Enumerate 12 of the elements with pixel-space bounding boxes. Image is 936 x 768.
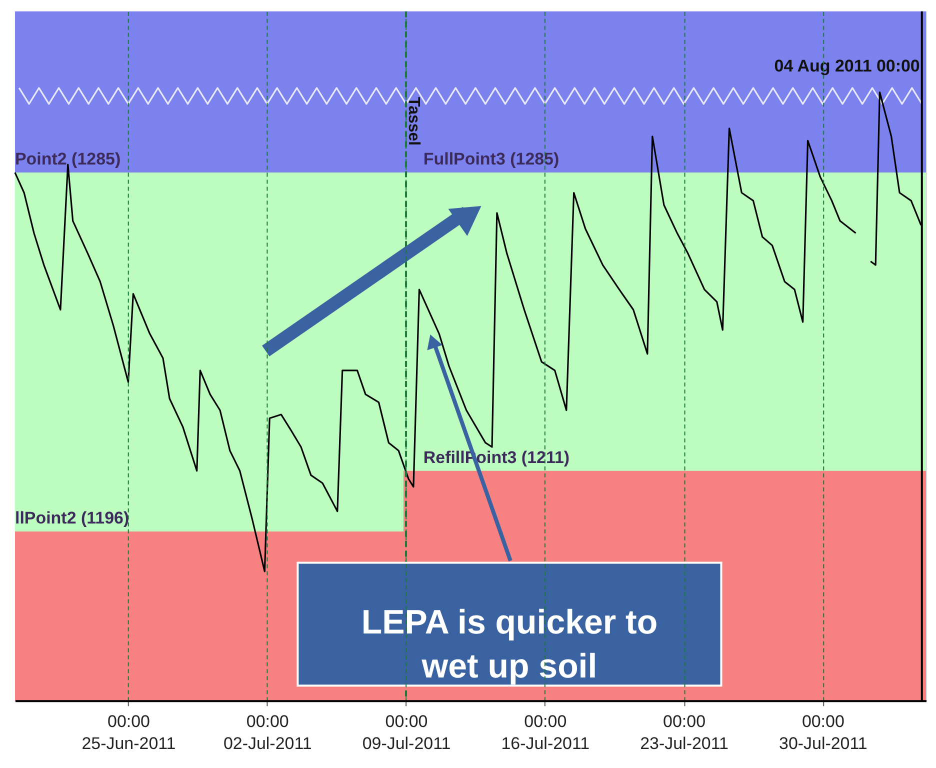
x-tick-label: 00:00 23-Jul-2011 [640, 712, 728, 754]
x-tick-label: 00:00 09-Jul-2011 [362, 712, 451, 754]
annotation: LEPA is quicker to wet up soil [361, 604, 658, 686]
x-tick-label: 00:00 02-Jul-2011 [223, 712, 312, 754]
annotation: FullPoint3 (1285) [423, 150, 560, 169]
ref-line-label: 04 Aug 2011 00:00 [774, 56, 920, 76]
annotation: Point2 (1285) [14, 150, 121, 169]
annotation: llPoint2 (1196) [14, 508, 130, 528]
x-tick-label: 00:00 16-Jul-2011 [501, 712, 590, 754]
ref-line-label: Tassel [405, 97, 422, 146]
x-tick-label: 00:00 25-Jun-2011 [82, 712, 176, 754]
x-tick-label: 00:00 30-Jul-2011 [778, 712, 868, 754]
